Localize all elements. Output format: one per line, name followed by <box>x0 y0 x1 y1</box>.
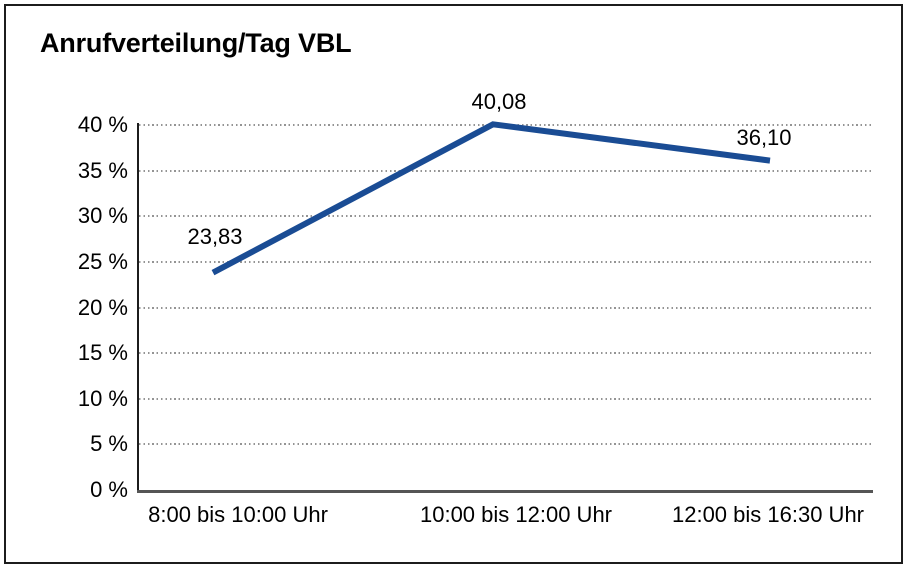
gridline <box>139 260 873 263</box>
x-category-label: 12:00 bis 16:30 Uhr <box>671 502 865 527</box>
gridline <box>139 352 873 355</box>
series-line <box>211 121 771 276</box>
data-point-label: 23,83 <box>187 223 243 249</box>
y-tick-label: 10 % <box>77 385 128 411</box>
y-tick-label: 20 % <box>77 294 128 320</box>
data-point-label: 40,08 <box>471 89 527 115</box>
chart-title: Anrufverteilung/Tag VBL <box>40 28 352 58</box>
y-tick-label: 0 % <box>90 477 128 502</box>
y-tick-label: 35 % <box>77 157 128 183</box>
gridline <box>139 306 873 309</box>
y-tick-label: 25 % <box>77 248 128 274</box>
x-category-label: 10:00 bis 12:00 Uhr <box>419 502 613 527</box>
gridline <box>139 169 873 172</box>
x-category-label: 8:00 bis 10:00 Uhr <box>148 502 328 527</box>
y-tick-label: 30 % <box>77 203 128 229</box>
x-axis-line <box>137 490 873 493</box>
y-tick-label: 15 % <box>77 340 128 366</box>
y-tick-label: 5 % <box>90 431 128 457</box>
y-tick-label: 40 % <box>77 112 128 137</box>
gridline <box>139 215 873 218</box>
gridline <box>139 443 873 446</box>
data-point-label: 36,10 <box>736 124 792 150</box>
y-axis-line <box>137 123 139 492</box>
gridline <box>139 397 873 400</box>
